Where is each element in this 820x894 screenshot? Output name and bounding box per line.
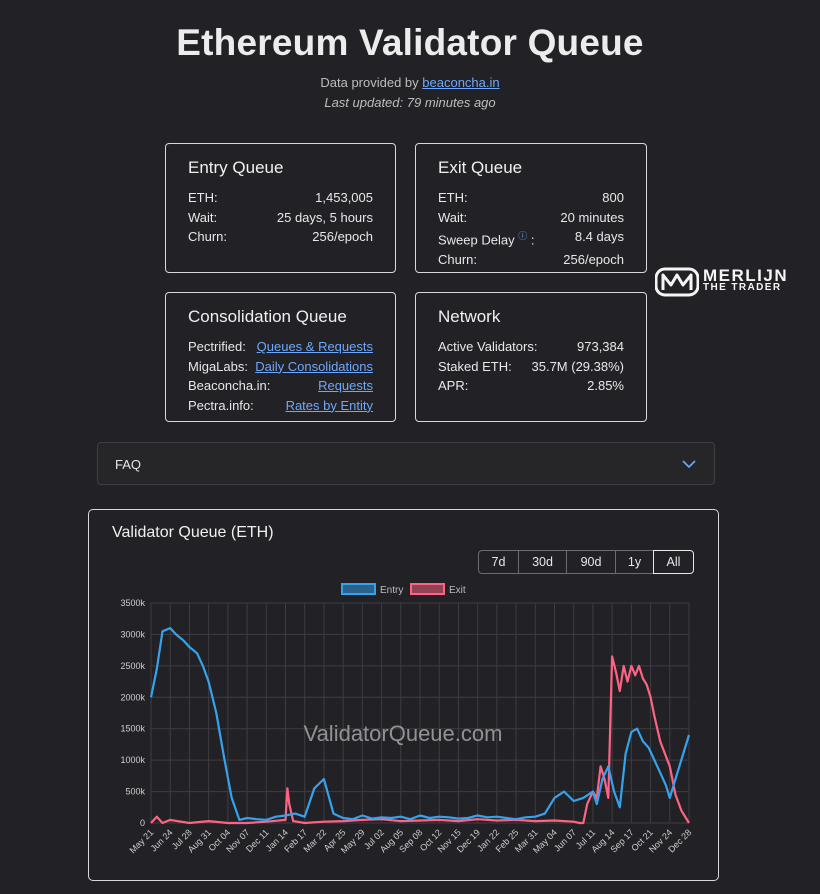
row-value: 800 bbox=[602, 190, 624, 205]
beaconchain-row: Beaconcha.in: Requests bbox=[188, 376, 373, 396]
row-value: 25 days, 5 hours bbox=[276, 209, 373, 225]
y-axis-ticks: 0 500k 1000k 1500k 2000k 2500k 3000k 3500k bbox=[120, 598, 145, 828]
y-tick-label: 3500k bbox=[120, 598, 145, 608]
logo-line2: THE TRADER bbox=[703, 282, 782, 293]
exit-wait-row: Wait: 20 minutes bbox=[438, 208, 624, 228]
network-title: Network bbox=[438, 307, 501, 326]
y-tick-label: 2000k bbox=[120, 692, 145, 702]
faq-label: FAQ bbox=[115, 457, 142, 472]
x-tick-label: Jun 24 bbox=[148, 827, 174, 853]
y-tick-label: 1500k bbox=[120, 724, 145, 734]
row-label: Active Validators: bbox=[438, 339, 538, 354]
range-all-button[interactable]: All bbox=[653, 550, 694, 574]
row-value: 256/epoch bbox=[563, 251, 624, 267]
data-source-line: Data provided by beaconcha.in bbox=[0, 75, 820, 90]
row-label: APR: bbox=[438, 378, 469, 393]
chart-series bbox=[149, 627, 691, 825]
exit-queue-title: Exit Queue bbox=[438, 158, 523, 177]
last-updated: Last updated: 79 minutes ago bbox=[324, 95, 496, 110]
active-validators-row: Active Validators: 973,384 bbox=[438, 337, 624, 357]
row-label: Beaconcha.in: bbox=[188, 378, 271, 393]
entry-queue-title: Entry Queue bbox=[188, 158, 284, 177]
row-label: Wait: bbox=[188, 209, 218, 225]
row-label: Churn: bbox=[438, 251, 478, 267]
chart-grid bbox=[150, 602, 690, 824]
row-value: 20 minutes bbox=[560, 209, 624, 225]
row-label: Pectra.info: bbox=[188, 397, 254, 413]
consolidation-queue-title: Consolidation Queue bbox=[188, 307, 347, 326]
row-value: 2.85% bbox=[587, 378, 624, 393]
y-tick-label: 3000k bbox=[120, 629, 145, 639]
entry-churn-row: Churn: 256/epoch bbox=[188, 227, 373, 247]
entry-eth-row: ETH: 1,453,005 bbox=[188, 188, 373, 208]
daily-consolidations-link[interactable]: Daily Consolidations bbox=[255, 358, 373, 374]
page-title: Ethereum Validator Queue bbox=[176, 22, 644, 63]
network-card: Network Active Validators: 973,384 Staked… bbox=[415, 292, 647, 422]
row-value: 1,453,005 bbox=[315, 190, 373, 205]
row-value: 256/epoch bbox=[312, 229, 373, 244]
chevron-down-icon bbox=[682, 460, 696, 469]
faq-accordion[interactable]: FAQ bbox=[97, 442, 715, 485]
x-tick-label: Jun 07 bbox=[552, 827, 578, 853]
row-label: Staked ETH: bbox=[438, 358, 512, 374]
y-tick-label: 2500k bbox=[120, 661, 145, 671]
entry-wait-row: Wait: 25 days, 5 hours bbox=[188, 208, 373, 228]
row-label: ETH: bbox=[188, 190, 218, 205]
legend-entry-label: Entry bbox=[380, 585, 403, 596]
row-label: Pectrified: bbox=[188, 339, 246, 354]
merlijn-logo-icon bbox=[655, 267, 699, 297]
data-source-prefix: Data provided by bbox=[320, 75, 423, 90]
logo-line1: MERLIJN bbox=[703, 266, 789, 285]
row-label: Sweep Delay ⓘ : bbox=[438, 227, 535, 250]
row-label: Wait: bbox=[438, 209, 468, 225]
pectra-info-row: Pectra.info: Rates by Entity bbox=[188, 396, 373, 416]
legend-entry-swatch[interactable] bbox=[341, 583, 376, 595]
chart-title: Validator Queue (ETH) bbox=[112, 524, 274, 541]
row-value: 8.4 days bbox=[574, 229, 624, 244]
exit-sweep-row: Sweep Delay ⓘ : 8.4 days bbox=[438, 227, 624, 250]
pectrified-row: Pectrified: Queues & Requests bbox=[188, 337, 373, 357]
chart-legend: Entry Exit bbox=[341, 583, 466, 596]
row-label: MigaLabs: bbox=[188, 358, 248, 374]
validator-queue-chart-card: Validator Queue (ETH) 7d 30d 90d 1y All … bbox=[88, 509, 719, 881]
entry-queue-card: Entry Queue ETH: 1,453,005 Wait: 25 days, … bbox=[165, 143, 396, 273]
exit-queue-card: Exit Queue ETH: 800 Wait: 20 minutes Sweep… bbox=[415, 143, 647, 273]
y-tick-label: 1000k bbox=[120, 755, 145, 765]
x-tick-label: May 21 bbox=[127, 827, 155, 855]
row-value: 35.7M (29.38%) bbox=[531, 358, 625, 374]
apr-row: APR: 2.85% bbox=[438, 376, 624, 396]
row-label: ETH: bbox=[438, 190, 468, 205]
row-value: 973,384 bbox=[577, 339, 624, 354]
range-90d-button[interactable]: 90d bbox=[566, 550, 616, 574]
rates-by-entity-link[interactable]: Rates by Entity bbox=[285, 397, 373, 413]
sweep-delay-colon: : bbox=[530, 232, 535, 248]
queues-requests-link[interactable]: Queues & Requests bbox=[256, 339, 373, 354]
sweep-delay-label: Sweep Delay bbox=[438, 232, 515, 248]
y-tick-label: 0 bbox=[140, 818, 145, 828]
migalabs-row: MigaLabs: Daily Consolidations bbox=[188, 357, 373, 377]
legend-exit-label: Exit bbox=[449, 585, 466, 596]
entry-series-line bbox=[149, 627, 691, 821]
staked-eth-row: Staked ETH: 35.7M (29.38%) bbox=[438, 357, 624, 377]
watermark: ValidatorQueue.com bbox=[304, 721, 503, 746]
exit-eth-row: ETH: 800 bbox=[438, 188, 624, 208]
range-30d-button[interactable]: 30d bbox=[518, 550, 567, 574]
beaconcha-link[interactable]: beaconcha.in bbox=[422, 75, 500, 90]
merlijn-logo: MERLIJN THE TRADER bbox=[655, 266, 805, 298]
info-icon[interactable]: ⓘ bbox=[518, 231, 528, 241]
requests-link[interactable]: Requests bbox=[318, 378, 373, 393]
range-7d-button[interactable]: 7d bbox=[478, 550, 519, 574]
exit-series-line bbox=[150, 655, 690, 825]
y-tick-label: 500k bbox=[125, 787, 145, 797]
range-1y-button[interactable]: 1y bbox=[615, 550, 654, 574]
legend-exit-swatch[interactable] bbox=[410, 583, 445, 595]
queue-line-chart: Entry Exit 0 500k 1000k 1500k 2000k 2500k 3000… bbox=[120, 583, 693, 855]
row-label: Churn: bbox=[188, 229, 228, 244]
exit-churn-row: Churn: 256/epoch bbox=[438, 250, 624, 270]
consolidation-queue-card: Consolidation Queue Pectrified: Queues & … bbox=[165, 292, 396, 422]
